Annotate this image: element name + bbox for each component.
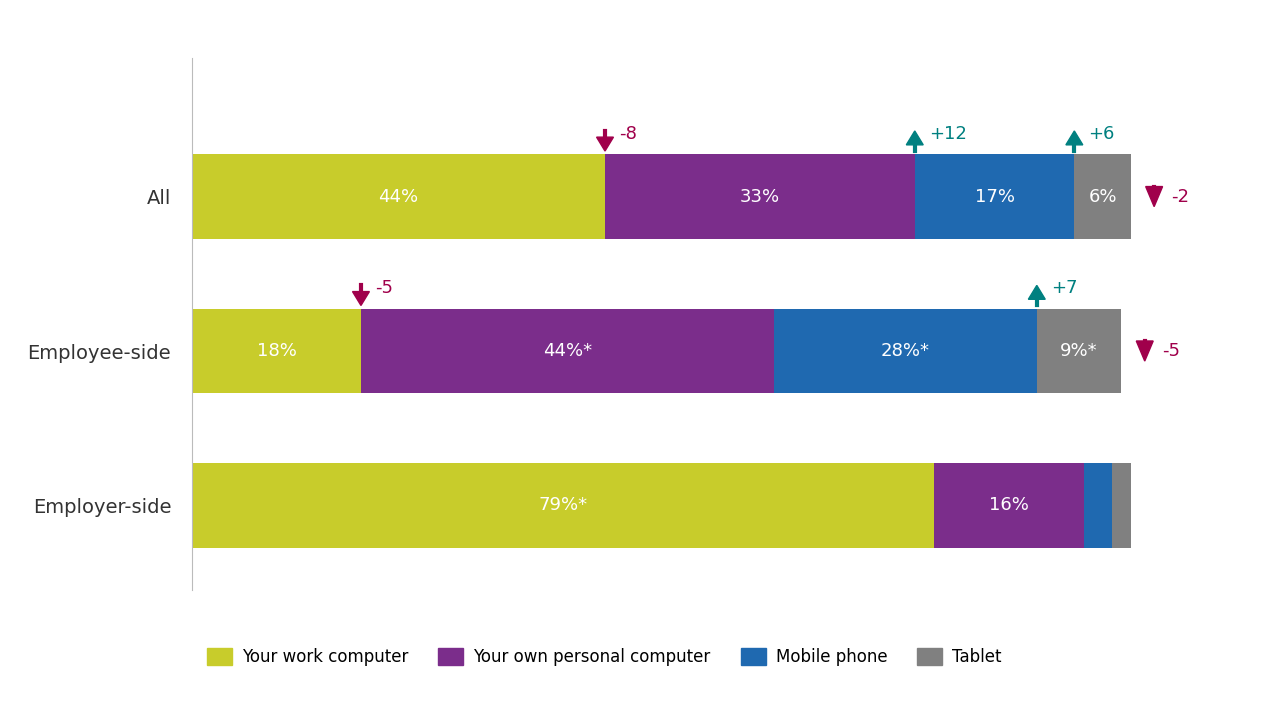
Text: -5: -5 (1162, 342, 1180, 360)
Text: 44%: 44% (379, 188, 419, 206)
Legend: Your work computer, Your own personal computer, Mobile phone, Tablet: Your work computer, Your own personal co… (201, 642, 1009, 673)
Polygon shape (1146, 186, 1162, 207)
Bar (1112, 463, 1130, 548)
Polygon shape (906, 131, 923, 145)
Bar (933, 463, 1084, 548)
Text: 16%: 16% (988, 497, 1029, 515)
Text: -8: -8 (620, 125, 637, 143)
Bar (915, 154, 1074, 239)
Bar (1074, 154, 1130, 239)
Text: 33%: 33% (740, 188, 780, 206)
Text: 28%*: 28%* (881, 342, 929, 360)
Text: +6: +6 (1088, 125, 1115, 143)
Polygon shape (352, 292, 370, 305)
Text: 6%: 6% (1088, 188, 1116, 206)
Bar (192, 154, 605, 239)
Text: -5: -5 (375, 279, 393, 297)
Bar (192, 463, 933, 548)
Polygon shape (1137, 341, 1153, 361)
Bar (1037, 309, 1121, 394)
Text: 44%*: 44%* (543, 342, 593, 360)
Bar (192, 309, 361, 394)
Text: 9%*: 9%* (1060, 342, 1098, 360)
Polygon shape (1066, 131, 1083, 145)
Text: -2: -2 (1171, 188, 1189, 206)
Bar (1084, 463, 1112, 548)
Bar (774, 309, 1037, 394)
Polygon shape (596, 137, 613, 151)
Text: +7: +7 (1051, 279, 1078, 297)
Text: 79%*: 79%* (538, 497, 588, 515)
Text: 17%: 17% (974, 188, 1015, 206)
Text: +12: +12 (929, 125, 966, 143)
Text: 18%: 18% (256, 342, 297, 360)
Bar (361, 309, 774, 394)
Bar (605, 154, 915, 239)
Polygon shape (1028, 285, 1046, 300)
